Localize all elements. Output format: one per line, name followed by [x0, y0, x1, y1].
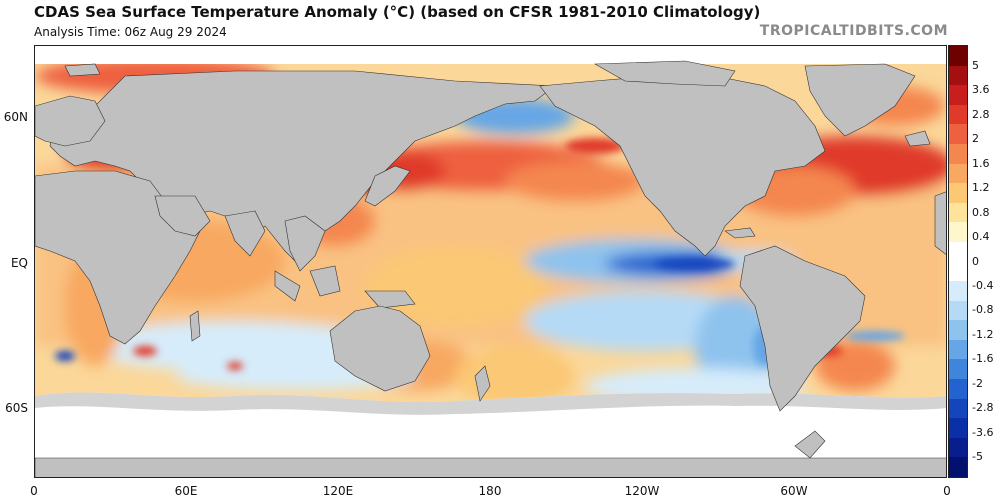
colorbar-tick-label: -2 — [972, 376, 983, 390]
antarctic-peninsula — [794, 430, 826, 459]
colorbar-tick-label: 3.6 — [972, 83, 990, 97]
colorbar-segment — [949, 202, 967, 223]
colorbar-segment — [949, 124, 967, 145]
colorbar-tick-label: 2 — [972, 132, 979, 146]
colorbar-tick-label: 5 — [972, 58, 979, 72]
colorbar-tick-label: -0.4 — [972, 278, 994, 292]
colorbar-tick-label: 2.8 — [972, 107, 990, 121]
colorbar-segment — [949, 261, 967, 282]
north-america — [539, 75, 826, 257]
colorbar-segment — [949, 46, 967, 67]
colorbar-segment — [949, 320, 967, 341]
lon-label-180: 180 — [478, 484, 502, 498]
indochina — [284, 215, 326, 272]
analysis-time: Analysis Time: 06z Aug 29 2024 — [34, 25, 227, 39]
arabia — [154, 195, 211, 237]
map-canvas — [35, 46, 946, 477]
colorbar-tick-label: -1.6 — [972, 352, 994, 366]
south-america — [739, 245, 866, 412]
colorbar-segment — [949, 143, 967, 165]
new-guinea — [364, 290, 416, 309]
antarctica — [35, 457, 946, 477]
colorbar-segment — [949, 65, 967, 86]
lat-label-60n: 60N — [3, 110, 28, 124]
colorbar-tick-label: -1.2 — [972, 327, 994, 341]
lat-label-60s: 60S — [5, 401, 28, 415]
colorbar-segment — [949, 398, 967, 419]
india — [224, 210, 266, 257]
colorbar-tick-label: 1.6 — [972, 156, 990, 170]
madagascar — [189, 310, 201, 342]
lat-label-eq: EQ — [10, 256, 28, 270]
lon-label-120e: 120E — [322, 484, 354, 498]
colorbar-segment — [949, 457, 967, 477]
colorbar-segment — [949, 281, 967, 302]
lon-label-60e: 60E — [174, 484, 198, 498]
page-title: CDAS Sea Surface Temperature Anomaly (°C… — [34, 3, 761, 21]
iceland — [904, 130, 931, 147]
colorbar-tick-label: 0.8 — [972, 205, 990, 219]
colorbar-segment — [949, 85, 967, 106]
colorbar-segment — [949, 222, 967, 243]
arctic-islands — [593, 60, 736, 87]
colorbar-segment — [949, 437, 967, 458]
colorbar-tick-label: 0 — [972, 254, 979, 268]
colorbar-segment — [949, 163, 967, 184]
colorbar-tick-label: 1.2 — [972, 181, 990, 195]
brand-watermark: TROPICALTIDBITS.COM — [759, 23, 948, 39]
colorbar-segment — [949, 359, 967, 380]
cuba — [724, 227, 756, 239]
east-africa-edge — [934, 191, 946, 255]
ice-edge-south — [35, 392, 946, 415]
sumatra — [274, 270, 301, 302]
europe — [35, 95, 106, 147]
colorbar-tick-label: -2.8 — [972, 401, 994, 415]
sea-ice-south — [35, 392, 946, 477]
sst-anomaly-map — [34, 45, 947, 478]
new-zealand — [474, 365, 491, 402]
colorbar-segment — [949, 339, 967, 360]
lon-label-0: 0 — [30, 484, 38, 498]
colorbar-segment — [949, 241, 967, 262]
colorbar-tick-label: 0.4 — [972, 230, 990, 243]
sea-ice-north — [35, 46, 946, 64]
land-masses — [35, 60, 946, 477]
colorbar-segment — [949, 379, 967, 400]
colorbar-tick-label: -3.6 — [972, 425, 994, 439]
colorbar-tick-label: -5 — [972, 450, 983, 464]
australia — [329, 305, 431, 392]
colorbar-segment — [949, 300, 967, 321]
lon-label-120w: 120W — [624, 484, 660, 498]
colorbar-segment — [949, 418, 967, 439]
svalbard — [64, 63, 101, 77]
colorbar-tick-label: -0.8 — [972, 303, 994, 317]
borneo — [309, 265, 341, 297]
lon-label-0-right: 0 — [943, 484, 951, 498]
africa — [35, 170, 201, 345]
colorbar — [948, 45, 968, 478]
greenland — [804, 63, 916, 137]
japan — [364, 165, 411, 207]
colorbar-segment — [949, 183, 967, 204]
lon-label-60w: 60W — [780, 484, 808, 498]
colorbar-segment — [949, 104, 967, 125]
